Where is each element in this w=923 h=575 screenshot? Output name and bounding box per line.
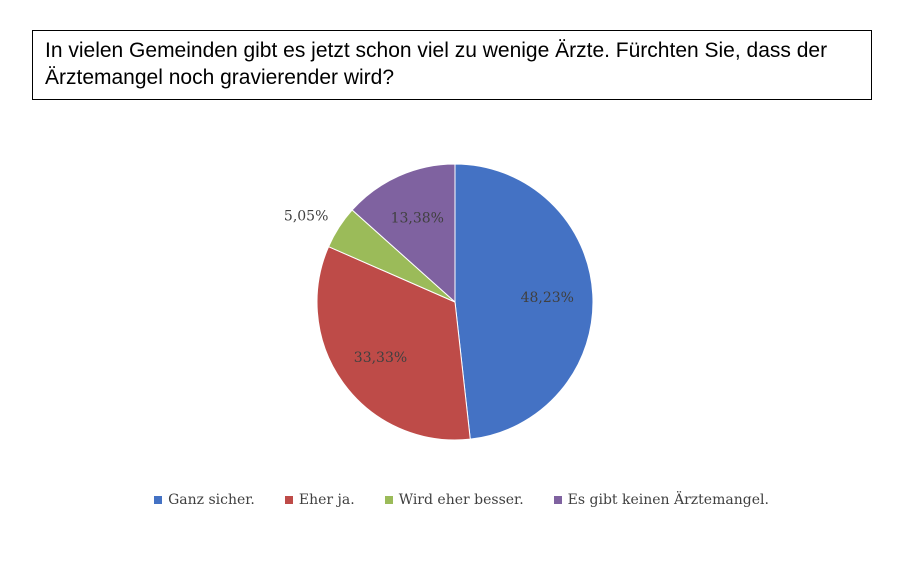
legend: Ganz sicher. Eher ja. Wird eher besser. …	[0, 492, 923, 508]
legend-label-kein-aerztemangel: Es gibt keinen Ärztemangel.	[567, 492, 769, 508]
legend-item-wird-eher-besser: Wird eher besser.	[384, 492, 524, 508]
question-title: In vielen Gemeinden gibt es jetzt schon …	[32, 30, 872, 100]
legend-swatch-ganz-sicher	[154, 496, 163, 504]
legend-swatch-wird-eher-besser	[384, 496, 393, 504]
data-label-kein-aerztemangel: 13,38%	[391, 211, 444, 227]
legend-label-eher-ja: Eher ja.	[298, 492, 355, 508]
pie-slice-eher-ja	[316, 245, 471, 441]
legend-item-kein-aerztemangel: Es gibt keinen Ärztemangel.	[553, 492, 769, 508]
legend-label-ganz-sicher: Ganz sicher.	[168, 492, 255, 508]
pie-slice-kein-aerztemangel	[351, 163, 456, 304]
pie-slice-ganz-sicher	[454, 163, 594, 440]
legend-item-ganz-sicher: Ganz sicher.	[154, 492, 255, 508]
data-label-ganz-sicher: 48,23%	[521, 290, 574, 306]
legend-swatch-kein-aerztemangel	[553, 496, 562, 504]
data-label-wird-eher-besser: 5,05%	[284, 209, 328, 225]
legend-swatch-eher-ja	[284, 496, 293, 504]
data-label-eher-ja: 33,33%	[354, 350, 407, 366]
legend-item-eher-ja: Eher ja.	[284, 492, 355, 508]
legend-label-wird-eher-besser: Wird eher besser.	[398, 492, 524, 508]
